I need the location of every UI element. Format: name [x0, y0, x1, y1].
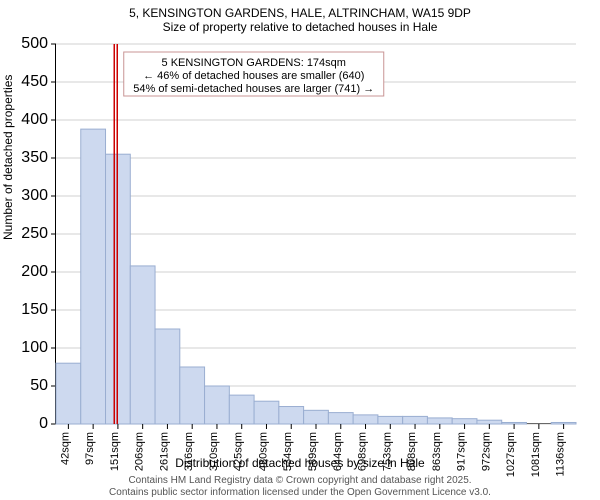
x-axis-label: Distribution of detached houses by size … — [0, 456, 600, 470]
histogram-bar — [254, 401, 279, 424]
y-tick-label: 250 — [21, 225, 48, 242]
histogram-bar — [452, 419, 477, 424]
y-tick-label: 200 — [21, 263, 48, 280]
histogram-bar — [155, 329, 180, 424]
y-tick-label: 100 — [21, 339, 48, 356]
y-tick-label: 50 — [30, 377, 48, 394]
histogram-bars — [56, 129, 576, 424]
histogram-bar — [328, 413, 353, 424]
y-tick-label: 400 — [21, 111, 48, 128]
footer-line-1: Contains HM Land Registry data © Crown c… — [0, 475, 600, 487]
y-tick-label: 300 — [21, 187, 48, 204]
histogram-bar — [279, 407, 304, 424]
histogram-bar — [403, 416, 428, 424]
histogram-bar — [81, 129, 106, 424]
y-tick-label: 450 — [21, 73, 48, 90]
histogram-bar — [477, 420, 502, 424]
y-tick-labels: 0 50 100 150 200 250 300 350 400 450 500 — [21, 35, 56, 432]
histogram-bar — [205, 386, 230, 424]
histogram-bar — [130, 266, 155, 424]
histogram-bar — [304, 410, 329, 424]
annotation-line: 54% of semi-detached houses are larger (… — [133, 83, 374, 95]
title-block: 5, KENSINGTON GARDENS, HALE, ALTRINCHAM,… — [0, 0, 600, 34]
histogram-bar — [353, 415, 378, 424]
histogram-bar — [551, 422, 576, 424]
histogram-bar — [180, 367, 205, 424]
plot-area: 050100150200250300350400450500 5 KENSING… — [55, 44, 575, 424]
footer-attribution: Contains HM Land Registry data © Crown c… — [0, 475, 600, 498]
histogram-bar — [427, 418, 452, 424]
y-tick-label: 150 — [21, 301, 48, 318]
histogram-bar — [378, 416, 403, 424]
y-tick-label: 350 — [21, 149, 48, 166]
annotation-line: ← 46% of detached houses are smaller (64… — [143, 70, 364, 82]
y-tick-label: 500 — [21, 35, 48, 52]
annotation-line: 5 KENSINGTON GARDENS: 174sqm — [162, 57, 346, 69]
x-tick-label: 1027sqm — [505, 432, 517, 477]
chart-container: 5, KENSINGTON GARDENS, HALE, ALTRINCHAM,… — [0, 0, 600, 500]
footer-line-2: Contains public sector information licen… — [0, 487, 600, 499]
histogram-bar — [229, 395, 254, 424]
title-sub: Size of property relative to detached ho… — [0, 20, 600, 34]
y-tick-label: 0 — [39, 415, 48, 432]
histogram-bar — [56, 363, 81, 424]
histogram-bar — [502, 422, 527, 424]
title-main: 5, KENSINGTON GARDENS, HALE, ALTRINCHAM,… — [0, 6, 600, 20]
x-tick-label: 1081sqm — [530, 432, 542, 477]
annotation-box: 5 KENSINGTON GARDENS: 174sqm← 46% of det… — [124, 52, 384, 96]
y-axis-label: Number of detached properties — [1, 75, 15, 240]
